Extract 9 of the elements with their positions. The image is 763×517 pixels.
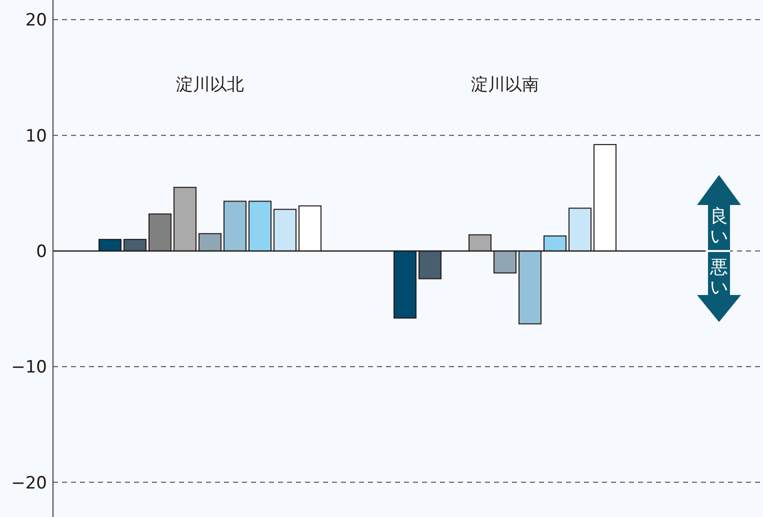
y-tick-label: −10 — [11, 358, 47, 378]
x-tick-label: 淀川以北 — [176, 75, 244, 95]
annotation: 悪い — [709, 257, 728, 298]
y-tick-label: 10 — [25, 126, 47, 146]
annotation: 良い — [710, 206, 728, 247]
y-tick-label: 20 — [25, 10, 47, 31]
y-tick-label: 0 — [36, 242, 47, 262]
x-tick-label: 淀川以南 — [471, 75, 539, 95]
y-tick-label: −20 — [11, 473, 47, 494]
